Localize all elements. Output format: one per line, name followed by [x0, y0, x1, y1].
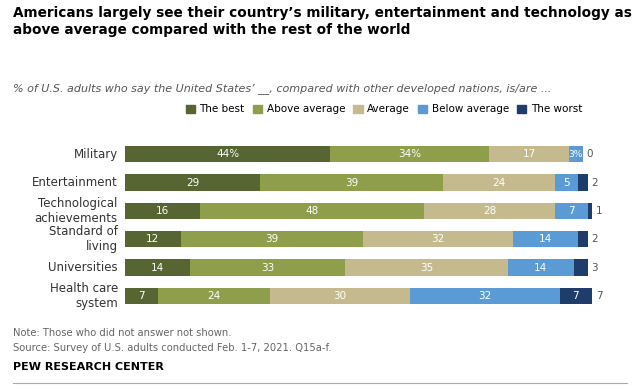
Text: 29: 29	[186, 178, 199, 187]
Text: PEW RESEARCH CENTER: PEW RESEARCH CENTER	[13, 362, 164, 372]
Bar	[513, 231, 578, 248]
Bar	[125, 259, 190, 276]
Bar	[125, 288, 157, 304]
Text: 48: 48	[305, 206, 319, 216]
Text: 7: 7	[568, 206, 575, 216]
Text: 17: 17	[522, 149, 536, 159]
Bar	[260, 174, 443, 191]
Text: 34%: 34%	[398, 149, 422, 159]
Text: 7: 7	[138, 291, 145, 301]
Text: 5: 5	[563, 178, 570, 187]
Bar	[125, 203, 200, 219]
Bar	[269, 288, 410, 304]
Text: 3: 3	[591, 263, 598, 272]
Text: 2: 2	[591, 234, 598, 244]
Text: 7: 7	[596, 291, 603, 301]
Bar	[157, 288, 269, 304]
Bar	[125, 231, 181, 248]
Text: 1: 1	[596, 206, 603, 216]
Text: Standard of
living: Standard of living	[49, 225, 118, 253]
Text: Americans largely see their country’s military, entertainment and technology as
: Americans largely see their country’s mi…	[13, 6, 632, 37]
Bar	[443, 174, 555, 191]
Text: 39: 39	[266, 234, 278, 244]
Bar	[555, 174, 578, 191]
Bar	[555, 203, 588, 219]
Bar	[330, 146, 490, 163]
Text: 14: 14	[534, 263, 547, 272]
Text: 14: 14	[539, 234, 552, 244]
Text: 0: 0	[587, 149, 593, 159]
Text: Entertainment: Entertainment	[32, 176, 118, 189]
Bar	[588, 203, 592, 219]
Legend: The best, Above average, Average, Below average, The worst: The best, Above average, Average, Below …	[182, 100, 586, 119]
Text: Universities: Universities	[48, 261, 118, 274]
Bar	[344, 259, 508, 276]
Text: 24: 24	[492, 178, 506, 187]
Text: 28: 28	[483, 206, 496, 216]
Text: 33: 33	[260, 263, 274, 272]
Text: 2: 2	[591, 178, 598, 187]
Bar	[578, 174, 588, 191]
Text: Health care
system: Health care system	[49, 282, 118, 310]
Text: % of U.S. adults who say the United States’ __, compared with other developed na: % of U.S. adults who say the United Stat…	[13, 83, 551, 94]
Bar	[569, 146, 583, 163]
Text: Note: Those who did not answer not shown.: Note: Those who did not answer not shown…	[13, 328, 231, 338]
Text: 44%: 44%	[216, 149, 239, 159]
Bar	[181, 231, 363, 248]
Bar	[125, 146, 330, 163]
Bar	[424, 203, 555, 219]
Bar	[125, 174, 260, 191]
Text: 35: 35	[420, 263, 433, 272]
Text: 7: 7	[573, 291, 579, 301]
Bar	[573, 259, 588, 276]
Text: 3%: 3%	[569, 150, 583, 159]
Bar	[578, 231, 588, 248]
Text: 32: 32	[478, 291, 492, 301]
Bar	[200, 203, 424, 219]
Bar	[190, 259, 344, 276]
Bar	[559, 288, 592, 304]
Text: 39: 39	[345, 178, 358, 187]
Text: Technological
achievements: Technological achievements	[35, 197, 118, 225]
Text: Military: Military	[74, 148, 118, 161]
Text: Source: Survey of U.S. adults conducted Feb. 1-7, 2021. Q15a-f.: Source: Survey of U.S. adults conducted …	[13, 343, 332, 353]
Text: 14: 14	[151, 263, 164, 272]
Bar	[363, 231, 513, 248]
Bar	[508, 259, 573, 276]
Text: 32: 32	[431, 234, 445, 244]
Text: 30: 30	[333, 291, 346, 301]
Text: 12: 12	[146, 234, 159, 244]
Text: 24: 24	[207, 291, 220, 301]
Text: 16: 16	[156, 206, 169, 216]
Bar	[490, 146, 569, 163]
Bar	[410, 288, 559, 304]
